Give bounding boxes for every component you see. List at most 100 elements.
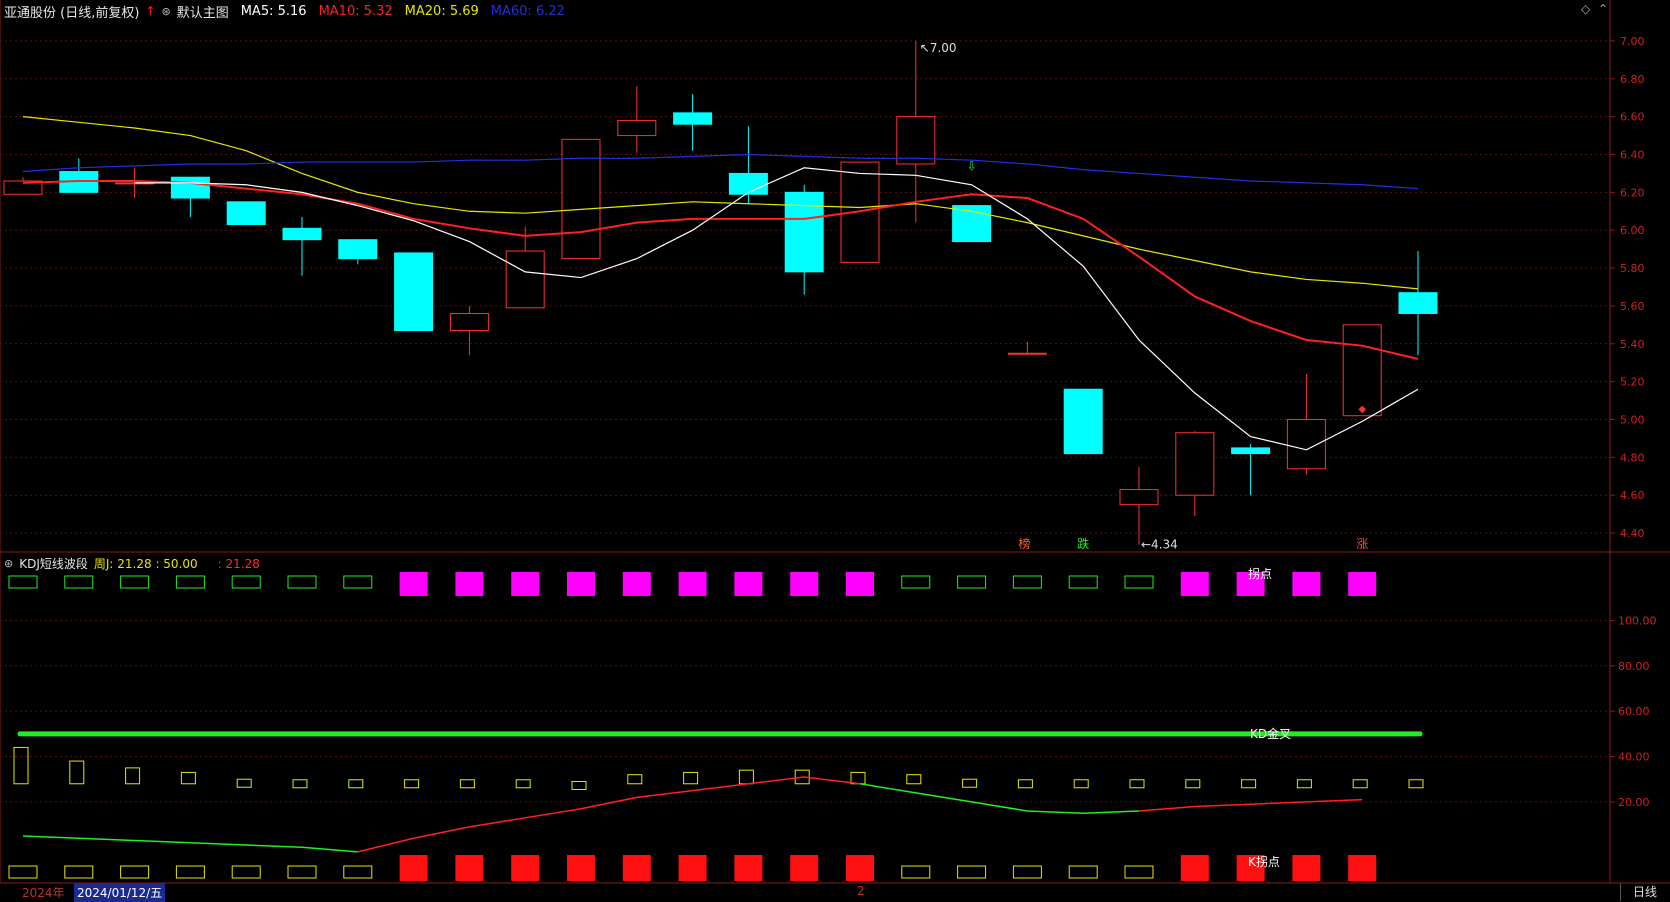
- signal-box: [64, 575, 94, 589]
- candle-body: [394, 252, 434, 332]
- indicator-menu-icon[interactable]: ⊛: [4, 557, 14, 570]
- j-value-box: [571, 781, 587, 790]
- chevron-down-icon[interactable]: ⊛: [161, 4, 171, 18]
- ma60-line: [22, 153, 1419, 190]
- k-signal-box: [8, 865, 38, 879]
- k-signal-box: [287, 865, 317, 879]
- ma5-value: MA5: 5.16: [240, 3, 307, 19]
- ma10-value: MA10: 5.32: [318, 3, 393, 19]
- signal-box: [1012, 575, 1042, 589]
- up-arrow-icon: ↑: [145, 4, 156, 18]
- signal-box: [957, 575, 987, 589]
- main-chart-scheme[interactable]: 默认主图: [176, 5, 229, 21]
- chevron-up-icon[interactable]: ⌃: [1598, 2, 1609, 16]
- signal-box: [567, 572, 595, 596]
- j-value-box: [627, 774, 643, 785]
- tag-label: 涨: [1356, 536, 1368, 551]
- signal-box: [1292, 572, 1321, 596]
- candle-body: [3, 180, 43, 195]
- k-signal-box: [1012, 865, 1042, 879]
- price-tick-label: 6.00: [1620, 224, 1645, 237]
- indicator-params: 周J: 21.28 : 50.00: [93, 557, 198, 571]
- candle-body: [1007, 352, 1047, 355]
- price-tick-label: 6.60: [1620, 111, 1645, 124]
- j-value-box: [1408, 779, 1424, 789]
- candle-body: [896, 116, 936, 165]
- price-tick-label: 4.80: [1620, 451, 1645, 464]
- j-value-box: [1017, 779, 1033, 789]
- price-tick-label: 5.00: [1620, 414, 1645, 427]
- candle-body: [1119, 489, 1159, 506]
- k-guaidian-label: K拐点: [1248, 854, 1280, 869]
- signal-box: [846, 572, 874, 596]
- j-value-box: [180, 771, 196, 785]
- signal-box: [511, 572, 540, 596]
- price-tick-label: 6.40: [1620, 149, 1645, 162]
- k-signal-box: [1124, 865, 1154, 879]
- signal-box: [734, 572, 763, 596]
- k-signal-box: [64, 865, 94, 879]
- candle-body: [728, 172, 768, 195]
- high-price-label: ↖7.00: [920, 41, 957, 55]
- price-tick-label: 5.40: [1620, 338, 1645, 351]
- candle-body: [449, 313, 489, 332]
- year-label: 2024年: [22, 886, 65, 900]
- ma5-line: [134, 167, 1419, 451]
- date-bar: 2024年 2024/01/12/五 2 日线: [0, 883, 1670, 902]
- indicator-name[interactable]: KDJ短线波段: [19, 557, 88, 571]
- signal-box: [1180, 572, 1209, 596]
- time-marker: 2: [857, 884, 865, 898]
- k-signal-box: [1068, 865, 1098, 879]
- j-value-box: [1296, 779, 1312, 789]
- j-value-box: [1352, 779, 1368, 789]
- signal-box: [1348, 572, 1377, 596]
- guaidian-label: 拐点: [1248, 566, 1272, 581]
- j-value-box: [683, 771, 699, 785]
- k-signal-box: [231, 865, 261, 879]
- k-signal-box: [901, 865, 931, 879]
- candle-body: [282, 227, 322, 241]
- j-value-box: [906, 774, 922, 785]
- k-signal-box: [455, 855, 484, 881]
- signal-box: [8, 575, 38, 589]
- signal-box: [399, 572, 428, 596]
- period-selector[interactable]: 日线: [1620, 883, 1669, 901]
- indicator-value: : 21.28: [217, 556, 260, 571]
- j-value-box: [404, 779, 420, 789]
- candle-body: [673, 112, 713, 125]
- chart-header: 亚通股份 (日线,前复权) ↑ ⊛ 默认主图 MA5: 5.16 MA10: 5…: [0, 2, 571, 21]
- j-value-box: [515, 779, 531, 789]
- signal-box: [1124, 575, 1154, 589]
- stock-title: 亚通股份 (日线,前复权): [4, 5, 140, 21]
- diamond-icon[interactable]: ◇: [1581, 2, 1591, 16]
- ma60-value: MA60: 6.22: [490, 3, 565, 19]
- candle-body: [1342, 324, 1382, 417]
- candle-body: [784, 191, 824, 273]
- price-tick-label: 4.60: [1620, 489, 1645, 502]
- j-value-box: [1185, 779, 1201, 789]
- indicator-tick-label: 80.00: [1618, 660, 1650, 673]
- signal-box: [175, 575, 205, 589]
- k-signal-box: [734, 855, 763, 881]
- candle-body: [1398, 292, 1438, 314]
- k-signal-box: [399, 855, 428, 881]
- signal-box: [622, 572, 651, 596]
- candle-body: [617, 119, 657, 137]
- k-signal-box: [343, 865, 373, 879]
- j-value-box: [348, 779, 364, 789]
- signal-box: [790, 572, 819, 596]
- candle-body: [1063, 388, 1103, 455]
- tag-label: 跌: [1077, 536, 1089, 551]
- j-value-box: [13, 746, 29, 785]
- j-value-box: [1073, 779, 1089, 789]
- j-value-box: [962, 778, 978, 788]
- signal-box: [901, 575, 931, 589]
- candle-body: [505, 250, 545, 309]
- k-signal-box: [1236, 855, 1265, 881]
- price-tick-label: 6.20: [1620, 186, 1645, 199]
- k-signal-box: [622, 855, 651, 881]
- price-tick-label: 5.60: [1620, 300, 1645, 313]
- price-tick-label: 5.20: [1620, 376, 1645, 389]
- signal-box: [287, 575, 317, 589]
